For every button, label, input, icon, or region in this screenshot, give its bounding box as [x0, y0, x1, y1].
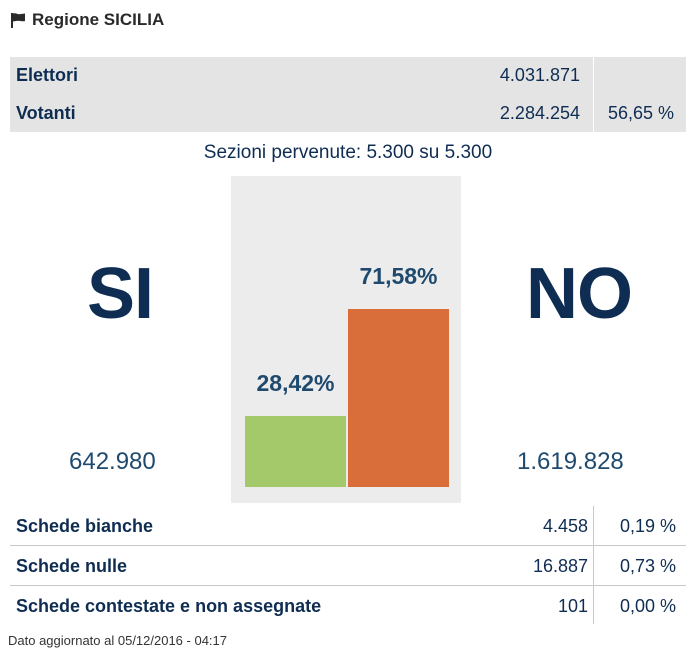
schede-value: 101 — [557, 596, 588, 616]
schede-pct: 0,73 % — [619, 556, 676, 576]
votanti-row: Votanti 2.284.254 56,65 % — [10, 95, 686, 132]
bar-no — [348, 308, 449, 487]
turnout-table: Elettori 4.031.871 Votanti 2.284.254 56,… — [10, 57, 686, 132]
column-divider — [593, 57, 594, 132]
schede-pct: 0,19 % — [619, 516, 676, 536]
schede-contestate-row: Schede contestate e non assegnate 101 0,… — [10, 586, 686, 625]
column-divider — [593, 506, 594, 624]
no-label: NO — [526, 254, 633, 334]
sezioni-pervenute: Sezioni pervenute: 5.300 su 5.300 — [203, 142, 493, 163]
schede-label: Schede contestate e non assegnate — [16, 596, 322, 616]
schede-label: Schede nulle — [16, 556, 128, 576]
schede-nulle-row: Schede nulle 16.887 0,73 % — [10, 546, 686, 586]
elettori-label: Elettori — [16, 65, 79, 85]
bar-si-label: 28,42% — [256, 370, 335, 397]
votanti-label: Votanti — [16, 103, 76, 123]
flag-icon — [10, 12, 26, 29]
region-title: Regione SICILIA — [32, 10, 165, 29]
region-header: Regione SICILIA — [10, 8, 164, 32]
elettori-row: Elettori 4.031.871 — [10, 57, 686, 94]
bar-si — [245, 416, 346, 487]
no-votes: 1.619.828 — [517, 448, 624, 475]
elettori-value: 4.031.871 — [499, 65, 580, 85]
bar-no-label: 71,58% — [359, 262, 438, 289]
si-votes: 642.980 — [69, 448, 156, 475]
schede-label: Schede bianche — [16, 516, 154, 536]
update-timestamp: Dato aggiornato al 05/12/2016 - 04:17 — [8, 633, 228, 648]
si-label: SI — [87, 254, 154, 334]
votanti-pct: 56,65 % — [607, 103, 674, 123]
schede-value: 4.458 — [542, 516, 588, 536]
votanti-value: 2.284.254 — [499, 103, 580, 123]
schede-bianche-row: Schede bianche 4.458 0,19 % — [10, 506, 686, 546]
schede-value: 16.887 — [532, 556, 588, 576]
schede-pct: 0,00 % — [619, 596, 676, 616]
